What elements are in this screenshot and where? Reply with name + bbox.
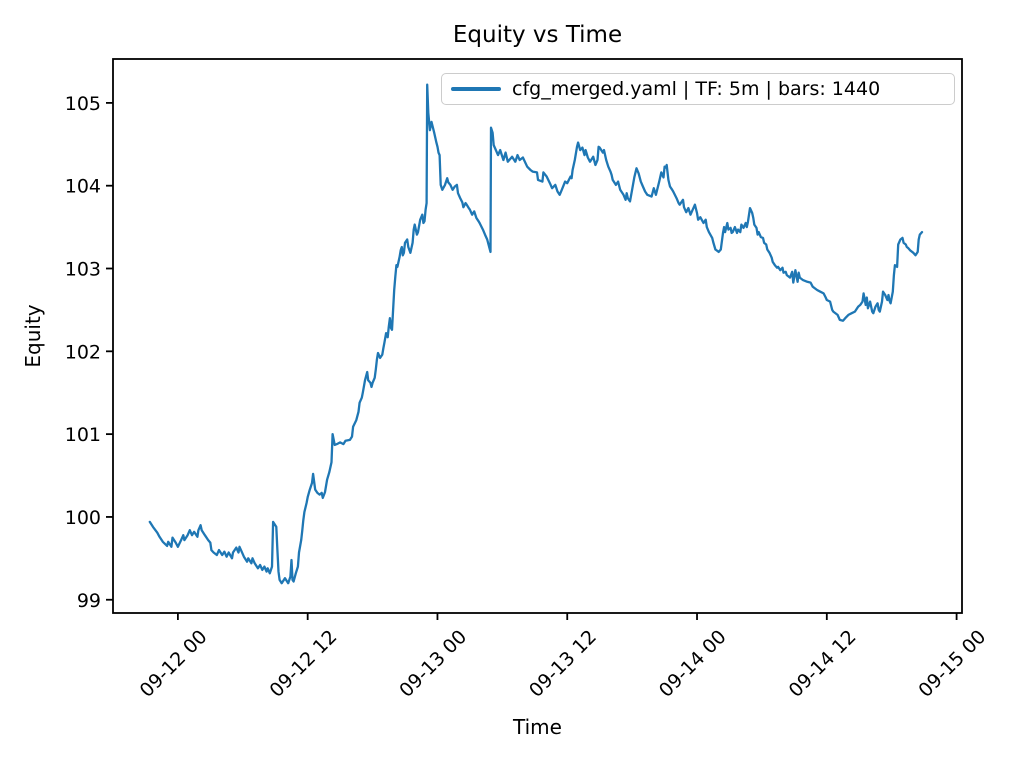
chart-title: Equity vs Time (452, 22, 623, 48)
x-axis-title: Time (513, 715, 562, 739)
x-tick-label: 09-13 00 (395, 626, 471, 702)
y-tick-label: 104 (65, 176, 101, 198)
x-tick-label: 09-12 00 (136, 626, 212, 702)
y-tick-label: 102 (65, 341, 101, 363)
equity-line-series (148, 83, 924, 585)
legend: cfg_merged.yaml | TF: 5m | bars: 1440 (441, 73, 955, 105)
y-tick-label: 100 (65, 507, 101, 529)
equity-curve (148, 83, 924, 585)
x-tick-label: 09-14 00 (655, 626, 731, 702)
y-tick-label: 105 (65, 93, 101, 115)
y-axis-title: Equity (21, 304, 45, 368)
y-tick-label: 101 (65, 424, 101, 446)
legend-label: cfg_merged.yaml | TF: 5m | bars: 1440 (512, 78, 881, 100)
plot-border (112, 58, 963, 614)
legend-line-sample-icon (451, 87, 501, 91)
x-tick-label: 09-12 12 (265, 626, 341, 702)
y-tick-label: 103 (65, 259, 101, 281)
x-tick-label: 09-14 12 (785, 626, 861, 702)
x-tick-label: 09-13 12 (525, 626, 601, 702)
x-tick-label: 09-15 00 (914, 626, 990, 702)
y-tick-label: 99 (77, 590, 101, 612)
